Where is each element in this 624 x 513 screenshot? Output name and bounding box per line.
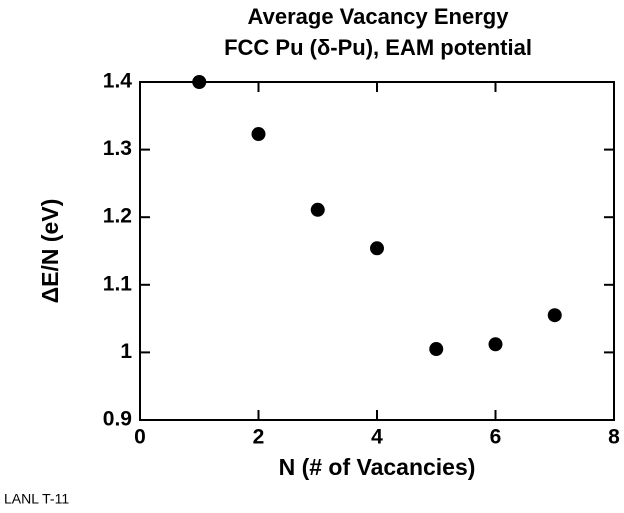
y-tick-label: 1.3 (103, 137, 132, 160)
data-point (310, 202, 325, 217)
y-tick-label: 1.1 (103, 272, 133, 295)
chart-title: Average Vacancy Energy (248, 4, 510, 29)
data-point (547, 308, 562, 323)
y-tick-label: 1 (120, 340, 132, 363)
data-point (192, 75, 207, 89)
y-axis-label: ΔE/N (eV) (37, 199, 63, 304)
data-point (488, 337, 503, 352)
x-axis-label: N (# of Vacancies) (279, 454, 476, 480)
x-tick-label: 2 (253, 426, 265, 449)
chart-subtitle: FCC Pu (δ-Pu), EAM potential (224, 35, 532, 60)
x-tick-label: 4 (371, 426, 383, 449)
footer-note: LANL T-11 (4, 491, 69, 507)
x-tick-label: 6 (490, 426, 502, 449)
x-tick-label: 8 (608, 426, 620, 449)
y-tick-label: 1.4 (103, 70, 133, 93)
y-tick-label: 1.2 (103, 205, 132, 228)
data-point (429, 342, 444, 357)
y-tick-label: 0.9 (103, 408, 132, 431)
data-point (370, 241, 384, 256)
x-tick-label: 0 (134, 426, 146, 449)
data-point (251, 127, 266, 142)
